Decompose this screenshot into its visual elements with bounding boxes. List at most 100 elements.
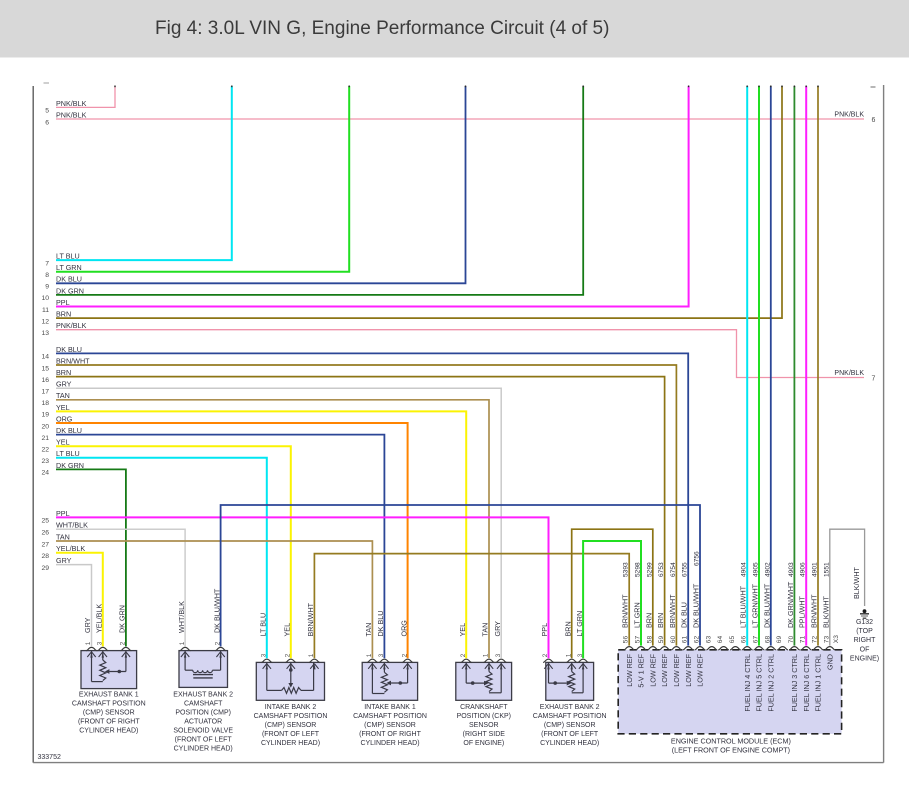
svg-text:69: 69 <box>776 636 783 644</box>
svg-text:PPL: PPL <box>56 298 70 307</box>
svg-text:6753: 6753 <box>658 562 665 577</box>
svg-text:6754: 6754 <box>670 562 677 577</box>
svg-text:FUEL INJ 3 CTRL: FUEL INJ 3 CTRL <box>790 654 799 712</box>
svg-text:DK BLU: DK BLU <box>680 602 689 628</box>
svg-text:LT BLU/WHT: LT BLU/WHT <box>739 585 748 628</box>
svg-text:73: 73 <box>823 636 830 644</box>
svg-text:CAMSHAFT POSITION: CAMSHAFT POSITION <box>254 713 328 720</box>
svg-text:(FRONT OF RIGHT: (FRONT OF RIGHT <box>78 718 140 725</box>
svg-text:LT GRN: LT GRN <box>633 602 642 628</box>
svg-text:GRY: GRY <box>56 556 72 565</box>
svg-text:Fig 4: 3.0L VIN G, Engine Perf: Fig 4: 3.0L VIN G, Engine Performance Ci… <box>155 18 609 39</box>
svg-text:(FRONT OF RIGHT: (FRONT OF RIGHT <box>359 731 421 738</box>
svg-text:(LEFT FRONT OF ENGINE COMPT): (LEFT FRONT OF ENGINE COMPT) <box>672 746 790 755</box>
svg-text:2: 2 <box>214 641 221 645</box>
svg-text:1: 1 <box>366 653 373 657</box>
svg-text:DK GRN/WHT: DK GRN/WHT <box>786 581 795 628</box>
svg-text:5298: 5298 <box>635 562 642 577</box>
svg-text:FUEL INJ 5 CTRL: FUEL INJ 5 CTRL <box>755 654 764 712</box>
svg-text:(CMP) SENSOR: (CMP) SENSOR <box>544 722 596 729</box>
svg-text:BRN: BRN <box>56 310 71 319</box>
svg-text:TAN: TAN <box>364 623 373 637</box>
svg-text:DK BLU/WHT: DK BLU/WHT <box>692 583 701 628</box>
svg-text:PPL: PPL <box>540 623 549 637</box>
svg-text:12: 12 <box>41 318 49 325</box>
svg-text:6755: 6755 <box>682 562 689 577</box>
svg-text:DK BLU: DK BLU <box>56 345 82 354</box>
svg-text:CAMSHAFT POSITION: CAMSHAFT POSITION <box>72 701 146 708</box>
svg-text:25: 25 <box>41 518 49 525</box>
svg-text:(FRONT OF LEFT: (FRONT OF LEFT <box>262 731 320 738</box>
svg-text:BRN/WHT: BRN/WHT <box>810 594 819 628</box>
svg-text:LT GRN: LT GRN <box>575 611 584 637</box>
svg-text:333752: 333752 <box>38 754 61 761</box>
svg-text:28: 28 <box>41 553 49 560</box>
svg-text:POSITION (CMP): POSITION (CMP) <box>175 710 231 717</box>
svg-text:14: 14 <box>41 354 49 361</box>
svg-text:(FRONT OF LEFT: (FRONT OF LEFT <box>541 731 599 738</box>
svg-text:68: 68 <box>764 636 771 644</box>
svg-text:LOW REF: LOW REF <box>672 653 681 686</box>
svg-text:DK BLU: DK BLU <box>56 275 82 284</box>
svg-text:13: 13 <box>41 330 49 337</box>
svg-text:INTAKE BANK 2: INTAKE BANK 2 <box>265 704 317 711</box>
svg-text:LT BLU: LT BLU <box>56 252 80 261</box>
svg-text:SOLENOID VALVE: SOLENOID VALVE <box>173 727 233 734</box>
svg-text:7: 7 <box>45 260 49 267</box>
svg-text:CYLINDER HEAD): CYLINDER HEAD) <box>174 745 233 752</box>
svg-text:TAN: TAN <box>481 623 490 637</box>
svg-text:16: 16 <box>41 377 49 384</box>
svg-text:1551: 1551 <box>823 562 830 577</box>
svg-text:LT BLU: LT BLU <box>259 613 268 637</box>
svg-text:YEL: YEL <box>283 623 292 637</box>
svg-text:60: 60 <box>670 636 677 644</box>
svg-text:ACTUATOR: ACTUATOR <box>184 718 222 725</box>
svg-text:29: 29 <box>41 565 49 572</box>
svg-text:2: 2 <box>285 653 292 657</box>
svg-text:3: 3 <box>97 641 104 645</box>
svg-text:22: 22 <box>41 447 49 454</box>
svg-text:FUEL INJ 6 CTRL: FUEL INJ 6 CTRL <box>802 654 811 712</box>
svg-text:LOW REF: LOW REF <box>684 653 693 686</box>
svg-text:BRN: BRN <box>56 368 71 377</box>
svg-text:OF: OF <box>860 646 870 653</box>
svg-text:FUEL INJ 1 CTRL: FUEL INJ 1 CTRL <box>814 654 823 712</box>
svg-text:1: 1 <box>308 653 315 657</box>
svg-text:1: 1 <box>483 653 490 657</box>
svg-text:G132: G132 <box>856 619 873 626</box>
svg-text:5: 5 <box>45 108 49 115</box>
svg-text:BRN/WHT: BRN/WHT <box>668 594 677 628</box>
svg-text:2: 2 <box>401 653 408 657</box>
svg-text:2: 2 <box>120 641 127 645</box>
svg-text:PNK/BLK: PNK/BLK <box>56 321 87 330</box>
svg-text:3: 3 <box>378 653 385 657</box>
svg-text:YEL: YEL <box>56 438 70 447</box>
svg-text:61: 61 <box>682 636 689 644</box>
svg-text:24: 24 <box>41 470 49 477</box>
svg-text:3: 3 <box>577 653 584 657</box>
svg-text:(CMP) SENSOR: (CMP) SENSOR <box>83 710 135 717</box>
svg-text:1: 1 <box>565 653 572 657</box>
svg-text:62: 62 <box>694 636 701 644</box>
svg-text:58: 58 <box>646 636 653 644</box>
svg-text:5-V 1 REF: 5-V 1 REF <box>637 653 646 687</box>
svg-text:DK BLU/WHT: DK BLU/WHT <box>212 588 221 633</box>
svg-text:BLK/WHT: BLK/WHT <box>852 566 861 599</box>
svg-text:(CMP) SENSOR: (CMP) SENSOR <box>265 722 317 729</box>
svg-text:LT BLU: LT BLU <box>56 449 80 458</box>
svg-text:7: 7 <box>872 376 876 383</box>
svg-text:ORG: ORG <box>399 620 408 637</box>
svg-text:POSITION (CKP): POSITION (CKP) <box>457 713 511 720</box>
svg-text:3: 3 <box>261 653 268 657</box>
svg-text:PPL: PPL <box>56 509 70 518</box>
svg-text:23: 23 <box>41 458 49 465</box>
svg-text:CYLINDER HEAD): CYLINDER HEAD) <box>79 727 138 734</box>
svg-text:65: 65 <box>729 636 736 644</box>
svg-text:CAMSHAFT POSITION: CAMSHAFT POSITION <box>353 713 427 720</box>
svg-text:PNK/BLK: PNK/BLK <box>56 110 87 119</box>
svg-text:(RIGHT SIDE: (RIGHT SIDE <box>463 731 506 738</box>
svg-text:(TOP: (TOP <box>856 628 873 635</box>
svg-text:LOW REF: LOW REF <box>648 653 657 686</box>
svg-text:17: 17 <box>41 389 49 396</box>
svg-text:DK BLU/WHT: DK BLU/WHT <box>762 583 771 628</box>
